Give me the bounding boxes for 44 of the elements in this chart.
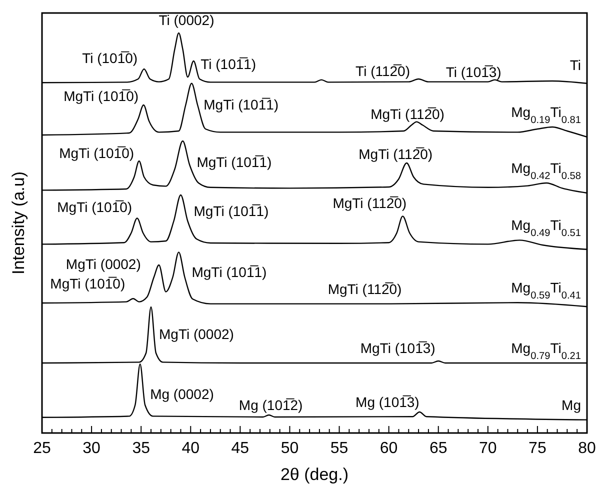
annotation: MgTi (0002) [66,256,141,272]
series-label: Mg$_{0.19}$Ti$_{0.81}$ [511,104,582,126]
annotation: MgTi (101̅1) [204,96,279,112]
annotation: Mg (101̅3) [356,394,420,410]
annotation: Ti (0002) [158,12,214,28]
series-label: Mg$_{0.59}$Ti$_{0.41}$ [511,280,582,302]
x-tick-label: 35 [132,440,150,457]
annotation: MgTi (101̅0) [59,145,134,161]
x-tick-label: 40 [182,440,200,457]
x-tick-label: 80 [578,440,596,457]
annotation: MgTi (101̅1) [194,203,269,219]
x-tick-label: 60 [380,440,398,457]
x-tick-label: 65 [429,440,448,457]
annotation: MgTi (0002) [159,326,234,342]
annotation: MgTi (112̅0) [358,146,433,162]
annotation: MgTi (101̅1) [196,154,272,170]
annotation: MgTi (101̅0) [50,276,126,292]
x-tick-label: 70 [479,440,497,457]
x-tick-label: 50 [280,440,299,457]
series-label: Mg [562,396,581,413]
annotation: Mg (101̅2) [238,397,303,413]
annotation: MgTi (112̅0) [332,195,407,212]
y-axis-title: Intensity (a.u) [9,172,28,274]
annotation: Ti (101̅0) [82,50,138,66]
annotation: MgTi (101̅3) [360,340,436,356]
annotation: Ti (101̅3) [446,64,502,80]
annotation: Ti (101̅1) [200,56,256,72]
annotation: MgTi (112̅0) [370,106,444,122]
series-label: Mg$_{0.49}$Ti$_{0.51}$ [511,217,582,239]
annotation: Mg (0002) [150,386,214,402]
x-tick-label: 75 [528,440,546,457]
series-label: Mg$_{0.42}$Ti$_{0.58}$ [511,160,582,182]
x-tick-label: 25 [33,440,51,457]
x-tick-label: 30 [82,440,101,457]
annotation: MgTi (101̅1) [192,264,267,280]
annotation: MgTi (101̅0) [57,199,132,216]
annotation: MgTi (112̅0) [328,280,402,297]
x-tick-label: 55 [330,440,348,457]
series-label: Ti [570,56,581,73]
x-tick-label: 45 [231,440,250,457]
series-label: Mg$_{0.79}$Ti$_{0.21}$ [511,340,582,362]
annotation: MgTi (101̅0) [64,88,139,104]
annotation: Ti (112̅0) [356,63,410,79]
x-axis-title: 2θ (deg.) [280,465,349,484]
